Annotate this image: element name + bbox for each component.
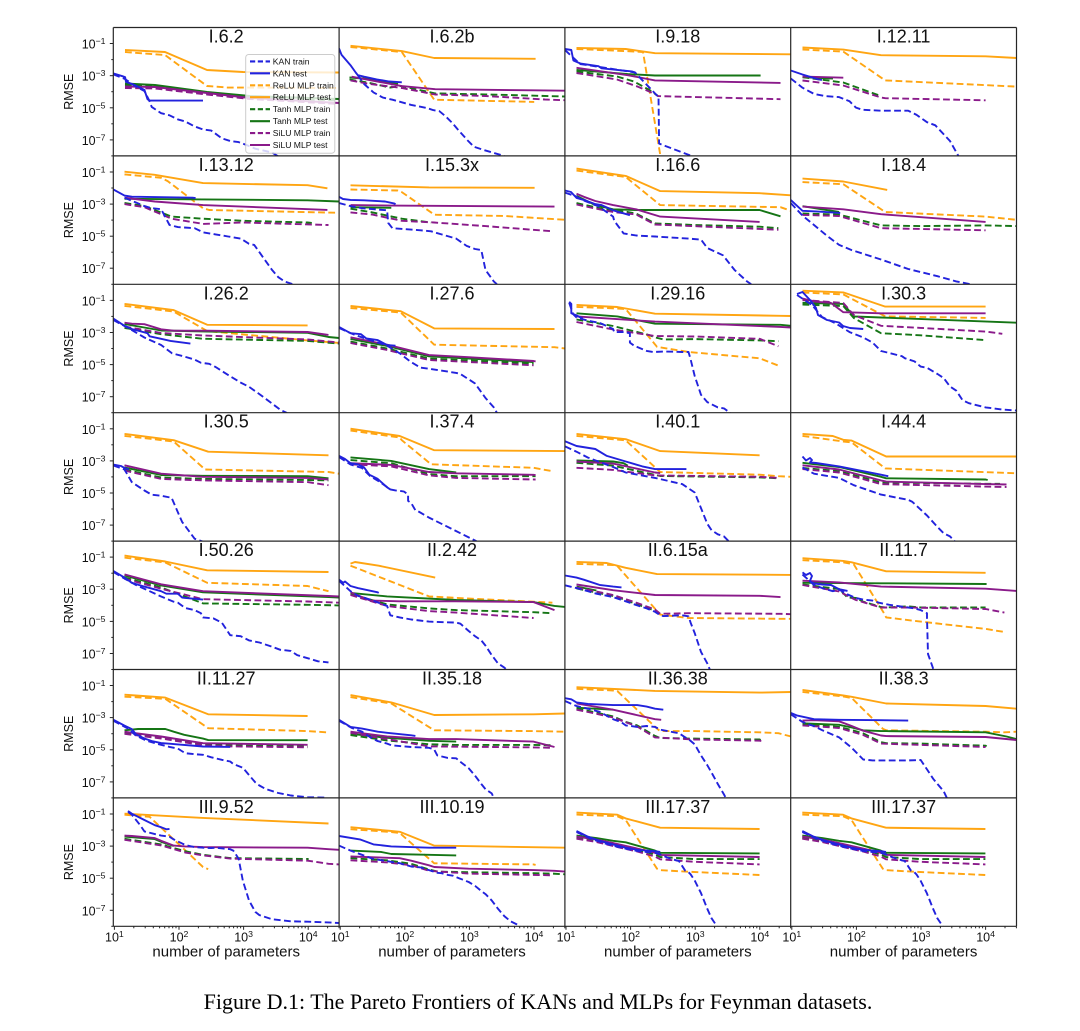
svg-text:number of parameters: number of parameters <box>152 944 300 961</box>
svg-text:KAN test: KAN test <box>273 68 308 78</box>
svg-text:II.36.38: II.36.38 <box>648 669 708 689</box>
svg-text:I.44.4: I.44.4 <box>881 412 926 432</box>
svg-text:I.13.12: I.13.12 <box>199 155 254 175</box>
svg-text:RMSE: RMSE <box>62 844 76 880</box>
svg-text:I.16.6: I.16.6 <box>655 155 700 175</box>
svg-text:II.11.27: II.11.27 <box>197 669 256 689</box>
svg-text:number of parameters: number of parameters <box>378 944 526 961</box>
svg-text:Figure D.1: The Pareto Frontie: Figure D.1: The Pareto Frontiers of KANs… <box>204 989 873 1014</box>
svg-text:I.26.2: I.26.2 <box>204 283 249 303</box>
svg-text:I.30.5: I.30.5 <box>204 412 249 432</box>
svg-text:RMSE: RMSE <box>62 587 76 623</box>
svg-text:RMSE: RMSE <box>62 716 76 752</box>
svg-text:RMSE: RMSE <box>62 74 76 110</box>
svg-text:number of parameters: number of parameters <box>604 944 752 961</box>
svg-text:I.40.1: I.40.1 <box>655 412 700 432</box>
svg-text:III.10.19: III.10.19 <box>419 797 484 817</box>
svg-text:ReLU MLP test: ReLU MLP test <box>273 92 332 102</box>
svg-text:KAN train: KAN train <box>273 56 310 66</box>
svg-text:I.6.2: I.6.2 <box>209 27 244 47</box>
svg-text:I.29.16: I.29.16 <box>650 283 705 303</box>
svg-text:III.17.37: III.17.37 <box>871 797 936 817</box>
svg-text:II.38.3: II.38.3 <box>879 669 929 689</box>
svg-text:ReLU MLP train: ReLU MLP train <box>273 80 334 90</box>
svg-text:SiLU MLP train: SiLU MLP train <box>273 128 331 138</box>
svg-text:II.2.42: II.2.42 <box>427 540 477 560</box>
svg-text:I.50.26: I.50.26 <box>199 540 254 560</box>
svg-text:number of parameters: number of parameters <box>830 944 978 961</box>
svg-text:I.6.2b: I.6.2b <box>429 27 474 47</box>
svg-text:I.12.11: I.12.11 <box>877 27 931 47</box>
svg-text:II.35.18: II.35.18 <box>422 669 482 689</box>
svg-text:I.15.3x: I.15.3x <box>425 155 479 175</box>
svg-text:SiLU MLP test: SiLU MLP test <box>273 140 328 150</box>
svg-text:I.9.18: I.9.18 <box>655 27 700 47</box>
svg-text:II.6.15a: II.6.15a <box>648 540 709 560</box>
svg-text:I.18.4: I.18.4 <box>881 155 926 175</box>
svg-text:Tanh MLP test: Tanh MLP test <box>273 116 328 126</box>
svg-text:III.9.52: III.9.52 <box>199 797 254 817</box>
svg-text:III.17.37: III.17.37 <box>645 797 710 817</box>
svg-text:I.27.6: I.27.6 <box>429 283 474 303</box>
svg-text:RMSE: RMSE <box>62 202 76 238</box>
svg-text:II.11.7: II.11.7 <box>879 540 928 560</box>
svg-text:Tanh MLP train: Tanh MLP train <box>273 104 331 114</box>
svg-text:RMSE: RMSE <box>62 459 76 495</box>
svg-text:I.30.3: I.30.3 <box>881 283 926 303</box>
svg-text:RMSE: RMSE <box>62 330 76 366</box>
svg-text:I.37.4: I.37.4 <box>429 412 474 432</box>
